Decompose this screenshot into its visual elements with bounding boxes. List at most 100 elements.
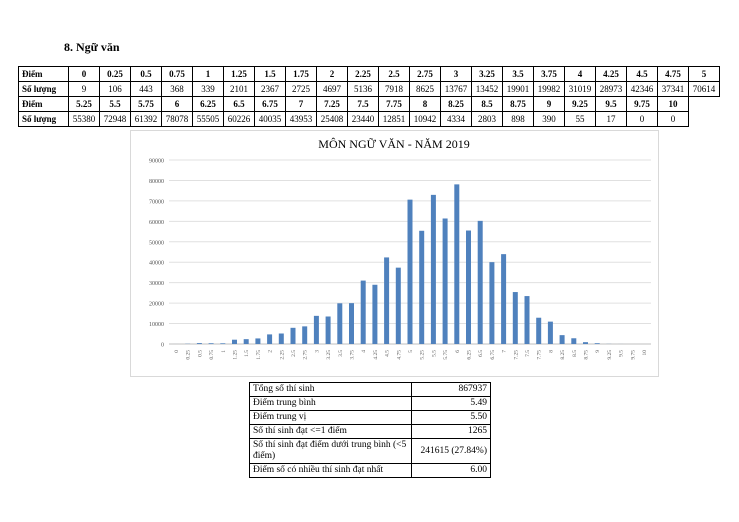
x-tick-label: 3 xyxy=(314,350,320,353)
count-cell: 28973 xyxy=(595,81,627,97)
x-tick-label: 3.5 xyxy=(338,350,344,357)
y-tick-label: 60000 xyxy=(149,220,164,226)
count-cell: 61392 xyxy=(130,111,162,127)
stat-label: Điểm trung bình xyxy=(249,396,412,411)
bar xyxy=(442,218,448,344)
count-cell: 2367 xyxy=(254,81,286,97)
x-tick-label: 9.75 xyxy=(630,350,636,360)
count-cell: 25408 xyxy=(316,111,348,127)
y-tick-label: 10000 xyxy=(149,322,164,328)
x-tick-label: 5 xyxy=(408,350,414,353)
bar xyxy=(454,184,460,344)
bar xyxy=(360,280,366,344)
x-tick-label: 2.75 xyxy=(303,350,309,360)
score-cell: 1.5 xyxy=(254,66,286,82)
chart: MÔN NGỮ VĂN - NĂM 2019 0 10000 20000 30000 40… xyxy=(130,130,659,377)
bar-chart-svg: MÔN NGỮ VĂN - NĂM 2019010000200003000040… xyxy=(149,137,651,360)
bar xyxy=(419,230,425,344)
score-cell: 1 xyxy=(192,66,224,82)
y-tick-label: 80000 xyxy=(149,179,164,185)
score-cell: 2.5 xyxy=(378,66,410,82)
y-tick-label: 30000 xyxy=(149,281,164,287)
count-cell: 2101 xyxy=(223,81,255,97)
count-cell: 10942 xyxy=(409,111,441,127)
x-tick-label: 7.5 xyxy=(525,350,531,357)
bar xyxy=(290,327,296,344)
score-cell: 3.25 xyxy=(471,66,503,82)
stat-row: Điểm số có nhiều thí sinh đạt nhất 6.00 xyxy=(249,463,491,478)
score-distribution-table: Điểm 0 0.25 0.5 0.75 1 1.25 1.5 1.75 2 2.25 2.5 2.75… xyxy=(18,66,720,127)
count-cell: 31019 xyxy=(564,81,596,97)
x-tick-label: 0.5 xyxy=(197,350,203,357)
score-cell: 7.5 xyxy=(347,96,379,112)
y-tick-label: 70000 xyxy=(149,199,164,205)
x-tick-label: 0.75 xyxy=(209,350,215,360)
count-cell: 7918 xyxy=(378,81,410,97)
score-cell: 7 xyxy=(285,96,317,112)
score-cell: 4.5 xyxy=(626,66,658,82)
count-cell: 40035 xyxy=(254,111,286,127)
score-cell: 7.25 xyxy=(316,96,348,112)
x-tick-label: 2.25 xyxy=(279,350,285,360)
bar xyxy=(208,343,214,344)
x-tick-label: 6.5 xyxy=(478,350,484,357)
bar xyxy=(501,254,507,344)
count-cell: 43953 xyxy=(285,111,317,127)
statistics-table: Tổng số thí sinh 867937 Điểm trung bình 5.4… xyxy=(249,382,491,478)
stat-row: Điểm trung vị 5.50 xyxy=(249,410,491,425)
x-tick-label: 7.25 xyxy=(513,350,519,360)
stat-value: 867937 xyxy=(411,382,491,397)
y-tick-label: 90000 xyxy=(149,159,164,165)
bar xyxy=(302,326,308,344)
x-tick-label: 3.25 xyxy=(326,350,332,360)
stat-label: Số thí sinh đạt <=1 điểm xyxy=(249,424,412,439)
bar xyxy=(278,333,284,344)
count-cell: 19982 xyxy=(533,81,565,97)
count-cell: 37341 xyxy=(657,81,689,97)
count-cell: 8625 xyxy=(409,81,441,97)
stat-label: Điểm trung vị xyxy=(249,410,412,425)
count-cell: 443 xyxy=(130,81,162,97)
stat-row: Tổng số thí sinh 867937 xyxy=(249,382,491,397)
bar xyxy=(489,262,495,344)
bar xyxy=(267,334,273,344)
score-cell: 8.5 xyxy=(471,96,503,112)
y-tick-label: 50000 xyxy=(149,240,164,246)
count-cell: 339 xyxy=(192,81,224,97)
x-tick-label: 3.75 xyxy=(350,350,356,360)
x-tick-label: 7.75 xyxy=(537,350,543,360)
bar xyxy=(372,284,378,344)
score-cell: 8.25 xyxy=(440,96,472,112)
bar xyxy=(524,296,530,344)
score-cell: 4.25 xyxy=(595,66,627,82)
count-cell: 72948 xyxy=(99,111,131,127)
bar xyxy=(477,220,483,344)
chart-title: MÔN NGỮ VĂN - NĂM 2019 xyxy=(318,137,469,151)
bar xyxy=(559,335,565,344)
bar xyxy=(337,303,343,344)
score-cell: 2.25 xyxy=(347,66,379,82)
bar xyxy=(547,321,553,344)
stat-label: Điểm số có nhiều thí sinh đạt nhất xyxy=(249,463,412,478)
x-tick-label: 5.25 xyxy=(420,350,426,360)
x-tick-label: 0 xyxy=(174,350,180,353)
count-cell: 60226 xyxy=(223,111,255,127)
row-label: Điểm xyxy=(18,96,69,112)
score-cell: 10 xyxy=(657,96,689,112)
score-cell: 1.25 xyxy=(223,66,255,82)
bar xyxy=(594,343,600,344)
score-cell: 3.75 xyxy=(533,66,565,82)
table-row: Số lượng 55380 72948 61392 78078 55505 60226 40… xyxy=(18,111,720,127)
count-cell: 23440 xyxy=(347,111,379,127)
score-cell: 2 xyxy=(316,66,348,82)
x-tick-label: 4.75 xyxy=(396,350,402,360)
score-cell: 9.75 xyxy=(626,96,658,112)
bar xyxy=(243,339,249,344)
bar xyxy=(384,257,390,344)
score-cell: 3.5 xyxy=(502,66,534,82)
score-cell: 5.5 xyxy=(99,96,131,112)
count-cell: 898 xyxy=(502,111,534,127)
score-cell: 0 xyxy=(68,66,100,82)
x-tick-label: 10 xyxy=(642,350,648,356)
stat-label: Tổng số thí sinh xyxy=(249,382,412,397)
